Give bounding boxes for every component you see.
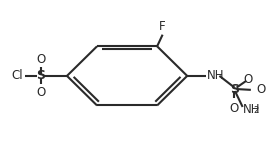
Text: O: O bbox=[256, 83, 266, 96]
Text: S: S bbox=[230, 83, 239, 96]
Text: O: O bbox=[243, 73, 253, 86]
Text: NH: NH bbox=[207, 69, 224, 82]
Text: O: O bbox=[36, 86, 46, 99]
Text: 2: 2 bbox=[253, 106, 258, 115]
Text: NH: NH bbox=[243, 103, 260, 116]
Text: S: S bbox=[36, 69, 46, 82]
Text: O: O bbox=[230, 101, 239, 115]
Text: O: O bbox=[36, 53, 46, 66]
Text: F: F bbox=[159, 20, 166, 33]
Text: Cl: Cl bbox=[12, 69, 23, 82]
